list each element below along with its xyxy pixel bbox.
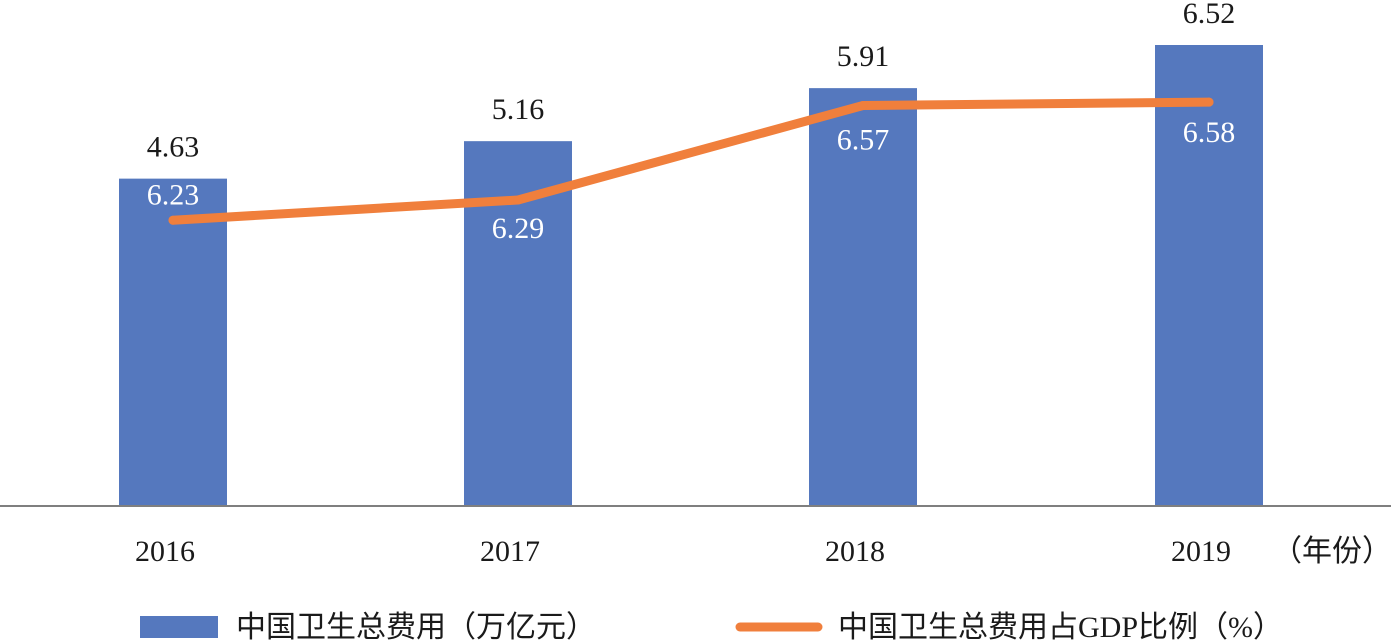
bar-2019 xyxy=(1155,45,1263,506)
bar-series xyxy=(119,45,1263,507)
legend-label-bar: 中国卫生总费用（万亿元） xyxy=(236,611,596,642)
line-path xyxy=(168,97,1214,225)
bar-label-2018: 5.91 xyxy=(837,40,890,73)
x-tick-2018: 2018 xyxy=(825,535,885,568)
line-label-2018: 6.57 xyxy=(837,124,890,157)
line-label-2016: 6.23 xyxy=(147,178,200,211)
bar-label-2019: 6.52 xyxy=(1183,0,1236,30)
x-axis-unit-label: （年份） xyxy=(1272,535,1391,568)
legend-label-line: 中国卫生总费用占GDP比例（%） xyxy=(838,611,1283,642)
bar-2018 xyxy=(809,88,917,506)
line-point-2016 xyxy=(168,215,178,225)
line-data-labels: 6.23 6.29 6.57 6.58 xyxy=(147,116,1236,245)
line-point-2018 xyxy=(858,101,868,110)
x-axis-ticks: 2016 2017 2018 2019 xyxy=(135,535,1231,568)
x-tick-2017: 2017 xyxy=(480,535,540,568)
bar-data-labels: 4.63 5.16 5.91 6.52 xyxy=(147,0,1236,164)
x-tick-2019: 2019 xyxy=(1171,535,1231,568)
legend-swatch-bar xyxy=(140,616,218,638)
line-series xyxy=(168,97,1214,225)
bar-2016 xyxy=(119,178,227,507)
line-point-2017 xyxy=(513,195,523,205)
line-point-2019 xyxy=(1204,97,1214,107)
line-label-2017: 6.29 xyxy=(492,212,545,245)
x-tick-2016: 2016 xyxy=(135,535,195,568)
line-label-2019: 6.58 xyxy=(1183,116,1236,149)
legend: 中国卫生总费用（万亿元） 中国卫生总费用占GDP比例（%） xyxy=(140,611,1283,642)
bar-label-2016: 4.63 xyxy=(147,131,200,164)
bar-label-2017: 5.16 xyxy=(492,93,545,126)
